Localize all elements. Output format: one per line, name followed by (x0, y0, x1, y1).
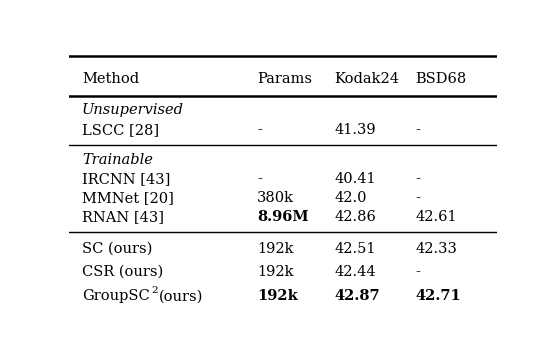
Text: 380k: 380k (257, 191, 294, 205)
Text: -: - (416, 123, 421, 137)
Text: -: - (257, 123, 262, 137)
Text: 192k: 192k (257, 242, 294, 256)
Text: 40.41: 40.41 (335, 172, 376, 186)
Text: 8.96M: 8.96M (257, 210, 309, 224)
Text: -: - (416, 172, 421, 186)
Text: Params: Params (257, 72, 312, 86)
Text: Unsupervised: Unsupervised (82, 103, 184, 117)
Text: (ours): (ours) (159, 289, 203, 304)
Text: RNAN [43]: RNAN [43] (82, 210, 164, 224)
Text: -: - (416, 191, 421, 205)
Text: Method: Method (82, 72, 139, 86)
Text: Trainable: Trainable (82, 153, 153, 167)
Text: 42.61: 42.61 (416, 210, 457, 224)
Text: Kodak24: Kodak24 (335, 72, 399, 86)
Text: 192k: 192k (257, 265, 294, 279)
Text: CSR (ours): CSR (ours) (82, 265, 163, 279)
Text: 42.51: 42.51 (335, 242, 376, 256)
Text: BSD68: BSD68 (416, 72, 467, 86)
Text: 41.39: 41.39 (335, 123, 376, 137)
Text: 42.33: 42.33 (416, 242, 458, 256)
Text: 42.44: 42.44 (335, 265, 376, 279)
Text: 42.87: 42.87 (335, 289, 380, 304)
Text: 42.0: 42.0 (335, 191, 367, 205)
Text: -: - (257, 172, 262, 186)
Text: IRCNN [43]: IRCNN [43] (82, 172, 170, 186)
Text: GroupSC: GroupSC (82, 289, 150, 304)
Text: 192k: 192k (257, 289, 298, 304)
Text: LSCC [28]: LSCC [28] (82, 123, 159, 137)
Text: SC (ours): SC (ours) (82, 242, 152, 256)
Text: 2: 2 (152, 286, 158, 295)
Text: MMNet [20]: MMNet [20] (82, 191, 174, 205)
Text: 42.86: 42.86 (335, 210, 376, 224)
Text: 42.71: 42.71 (416, 289, 461, 304)
Text: -: - (416, 265, 421, 279)
